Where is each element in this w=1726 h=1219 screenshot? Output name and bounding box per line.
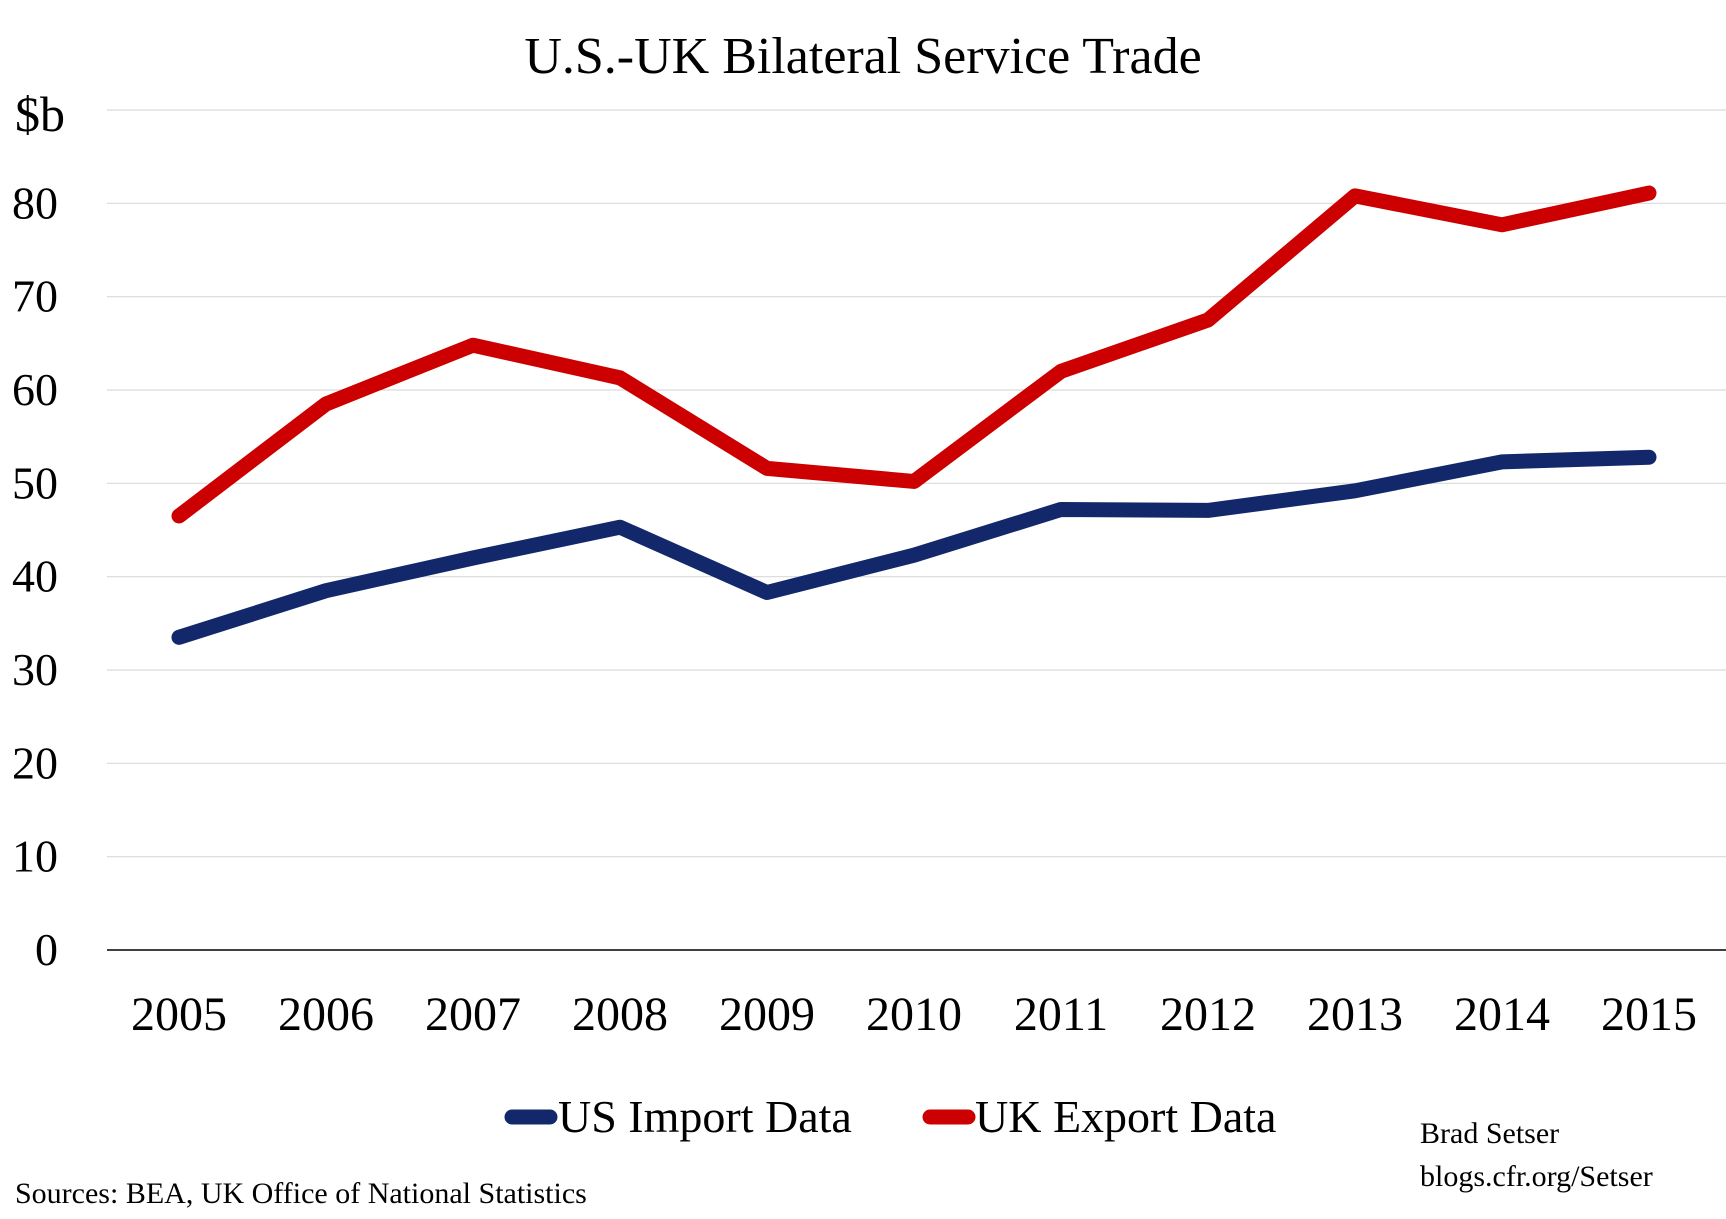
x-tick-label: 2014 [1454,988,1550,1041]
y-tick-label: 40 [12,551,58,602]
credit-url: blogs.cfr.org/Setser [1420,1160,1653,1193]
series-line-1 [171,185,1657,524]
legend: US Import Data UK Export Data [504,1091,1276,1142]
x-tick-label: 2007 [425,988,521,1041]
y-tick-label: 20 [12,737,58,788]
y-axis-label: $b [15,86,65,142]
legend-label-uk-export: UK Export Data [975,1091,1276,1142]
x-tick-label: 2010 [866,988,962,1041]
series-line-0 [171,449,1657,645]
x-tick-label: 2015 [1601,988,1697,1041]
y-tick-label: 50 [12,457,58,508]
y-tick-label: 80 [12,177,58,228]
x-tick-label: 2013 [1307,988,1403,1041]
series-lines [171,185,1657,645]
chart-title: U.S.-UK Bilateral Service Trade [524,28,1201,85]
y-tick-label: 30 [12,644,58,695]
source-note: Sources: BEA, UK Office of National Stat… [15,1177,587,1210]
x-tick-label: 2011 [1014,988,1108,1041]
y-axis-ticks: 0 10 20 30 40 50 60 70 80 [12,177,58,975]
y-tick-label: 60 [12,364,58,415]
x-tick-label: 2009 [719,988,815,1041]
credit-name: Brad Setser [1420,1117,1559,1150]
x-tick-label: 2008 [572,988,668,1041]
x-tick-label: 2005 [131,988,227,1041]
x-axis-ticks: 2005 2006 2007 2008 2009 2010 2011 2012 2013 2014… [131,988,1697,1041]
x-tick-label: 2006 [278,988,374,1041]
y-tick-label: 10 [12,831,58,882]
y-tick-label: 70 [12,271,58,322]
y-tick-label: 0 [35,924,58,975]
legend-label-us-import: US Import Data [558,1091,852,1142]
x-tick-label: 2012 [1160,988,1256,1041]
